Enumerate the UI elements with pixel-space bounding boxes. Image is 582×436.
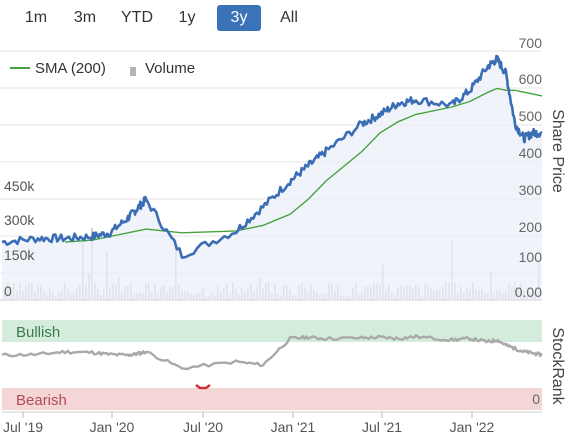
price-tick-label: 500 bbox=[519, 108, 543, 124]
legend: SMA (200) Volume bbox=[10, 60, 195, 77]
volume-tick-label: 150k bbox=[4, 247, 35, 263]
tab-1y[interactable]: 1y bbox=[178, 9, 196, 26]
bearish-label: Bearish bbox=[16, 392, 67, 409]
price-tick-label: 600 bbox=[519, 71, 543, 87]
price-axis: 700 600 500 400 300 200 100 0.00 bbox=[515, 35, 542, 300]
stockrank-axis-title: StockRank bbox=[549, 327, 566, 405]
price-tick-label: 200 bbox=[519, 219, 543, 235]
range-tabs: 1m 3m YTD 1y 3y All bbox=[0, 0, 582, 38]
tab-1m[interactable]: 1m bbox=[24, 9, 48, 26]
legend-volume-label[interactable]: Volume bbox=[145, 60, 195, 77]
price-tick-label: 400 bbox=[519, 145, 543, 161]
stockrank-panel: Bullish Bearish 0 bbox=[1, 320, 543, 410]
x-tick-label: Jul '20 bbox=[183, 419, 223, 435]
price-tick-label: 0.00 bbox=[515, 284, 542, 300]
sma-line bbox=[64, 87, 543, 243]
volume-tick-label: 300k bbox=[4, 212, 35, 228]
price-line bbox=[1, 54, 543, 259]
tab-all[interactable]: All bbox=[280, 9, 298, 26]
volume-axis: 450k 300k 150k 0 bbox=[4, 178, 35, 299]
bearish-band bbox=[2, 388, 542, 410]
tab-ytd[interactable]: YTD bbox=[121, 9, 153, 26]
price-tick-label: 700 bbox=[519, 35, 543, 51]
share-price-axis-title: Share Price bbox=[549, 109, 566, 193]
stockrank-bearish-segment bbox=[195, 383, 211, 390]
x-tick-label: Jan '21 bbox=[271, 419, 316, 435]
x-tick-label: Jul '19 bbox=[3, 419, 43, 435]
bullish-band bbox=[2, 320, 542, 342]
x-tick-label: Jul '21 bbox=[362, 419, 402, 435]
price-area bbox=[2, 56, 542, 300]
tab-3m[interactable]: 3m bbox=[73, 9, 97, 26]
stockrank-line bbox=[1, 334, 543, 371]
x-tick-label: Jan '20 bbox=[90, 419, 135, 435]
bullish-label: Bullish bbox=[16, 324, 60, 341]
volume-tick-label: 450k bbox=[4, 178, 35, 194]
volume-tick-label: 0 bbox=[4, 283, 12, 299]
x-axis: Jul '19 Jan '20 Jul '20 Jan '21 Jul '21 … bbox=[2, 411, 542, 435]
tab-3y[interactable]: 3y bbox=[217, 5, 261, 31]
legend-sma-label[interactable]: SMA (200) bbox=[35, 60, 106, 77]
x-tick-label: Jan '22 bbox=[450, 419, 495, 435]
price-tick-label: 100 bbox=[519, 249, 543, 265]
stockrank-zero-label: 0 bbox=[532, 391, 540, 407]
volume-legend-swatch bbox=[130, 67, 136, 76]
price-tick-label: 300 bbox=[519, 182, 543, 198]
